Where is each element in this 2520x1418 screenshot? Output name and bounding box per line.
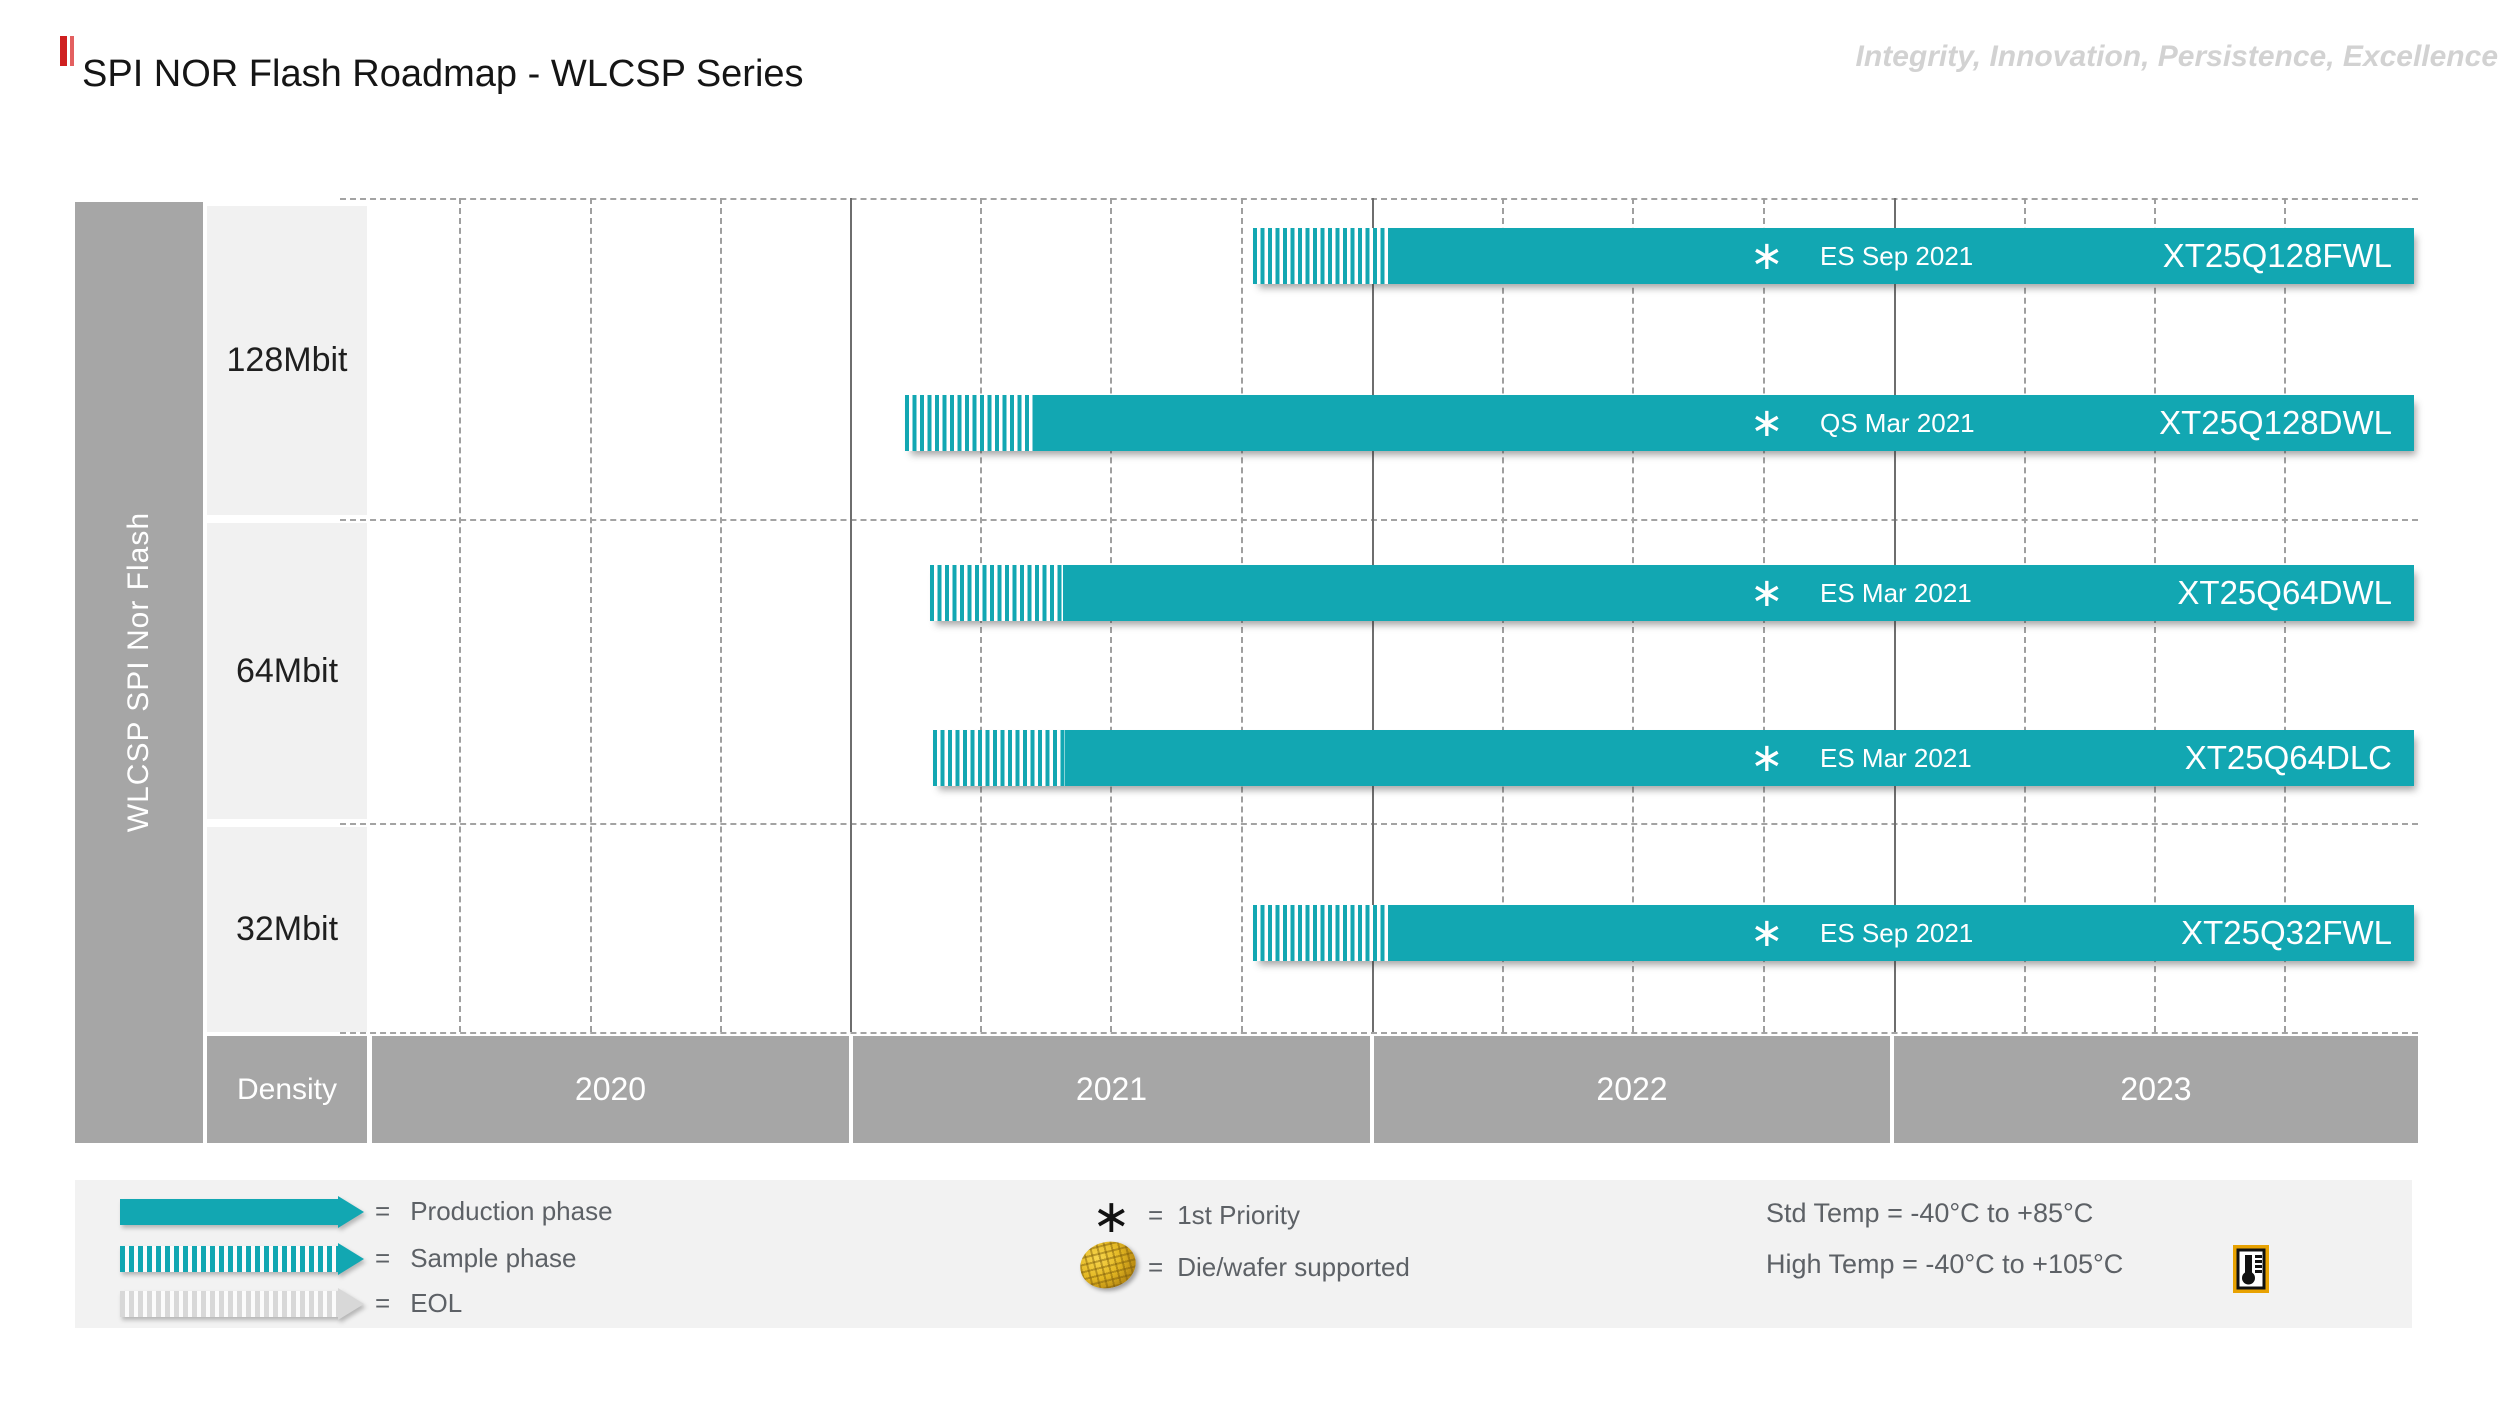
milestone-label: QS Mar 2021 bbox=[1820, 408, 1975, 438]
density-axis-header: Density bbox=[207, 1036, 367, 1143]
gridline-year bbox=[850, 198, 852, 1032]
gridline-quarter bbox=[459, 198, 461, 1032]
roadmap-bar-xt25q64dwl: ∗ ES Mar 2021 XT25Q64DWL bbox=[930, 565, 2414, 621]
sample-phase-segment bbox=[933, 730, 1065, 786]
gridline-quarter bbox=[720, 198, 722, 1032]
sample-phase-segment bbox=[930, 565, 1063, 621]
year-cell-2021: 2021 bbox=[853, 1036, 1370, 1143]
first-priority-star-icon: ∗ bbox=[1750, 570, 1784, 616]
chart-family-label: WLCSP SPI Nor Flash bbox=[122, 512, 155, 833]
gridline-horizontal bbox=[340, 823, 2418, 825]
legend-panel bbox=[75, 1180, 2412, 1328]
milestone-label: ES Mar 2021 bbox=[1820, 578, 1972, 608]
legend-die-wafer-label: = Die/wafer supported bbox=[1148, 1251, 1410, 1282]
legend-sample-label: = Sample phase bbox=[375, 1242, 577, 1273]
production-phase-segment bbox=[1065, 730, 2414, 786]
production-phase-segment bbox=[1388, 228, 2414, 284]
year-cell-2022: 2022 bbox=[1374, 1036, 1890, 1143]
high-temp-label: High Temp = -40°C to +105°C bbox=[1766, 1249, 2124, 1279]
roadmap-bar-xt25q128dwl: ∗ QS Mar 2021 XT25Q128DWL bbox=[905, 395, 2414, 451]
first-priority-star-icon: ∗ bbox=[1750, 735, 1784, 781]
legend-priority-label: = 1st Priority bbox=[1148, 1199, 1300, 1230]
sample-phase-segment bbox=[1253, 905, 1388, 961]
production-phase-segment bbox=[1388, 905, 2414, 961]
gridline-horizontal bbox=[340, 198, 2418, 200]
std-temp-label: Std Temp = -40°C to +85°C bbox=[1766, 1198, 2094, 1228]
roadmap-bar-xt25q128fwl: ∗ ES Sep 2021 XT25Q128FWL bbox=[1253, 228, 2414, 284]
roadmap-bar-xt25q32fwl: ∗ ES Sep 2021 XT25Q32FWL bbox=[1253, 905, 2414, 961]
first-priority-star-icon: ∗ bbox=[1750, 910, 1784, 956]
gridline-horizontal bbox=[340, 519, 2418, 521]
product-label: XT25Q64DLC bbox=[2184, 739, 2392, 776]
first-priority-star-icon: ∗ bbox=[1750, 400, 1784, 446]
year-cell-2023: 2023 bbox=[1894, 1036, 2418, 1143]
density-cell-32mbit: 32Mbit bbox=[207, 827, 367, 1032]
product-label: XT25Q128FWL bbox=[2162, 237, 2392, 274]
product-label: XT25Q32FWL bbox=[2181, 914, 2392, 951]
product-label: XT25Q64DWL bbox=[2177, 574, 2392, 611]
first-priority-star-icon: ∗ bbox=[1750, 233, 1784, 279]
year-cell-2020: 2020 bbox=[372, 1036, 849, 1143]
production-phase-segment bbox=[1034, 395, 2414, 451]
sample-phase-arrow-icon bbox=[120, 1243, 364, 1275]
product-label: XT25Q128DWL bbox=[2159, 404, 2392, 441]
thermometer-icon bbox=[2233, 1245, 2269, 1298]
legend-production-label: = Production phase bbox=[375, 1195, 613, 1226]
production-phase-segment bbox=[1063, 565, 2414, 621]
legend-eol-label: = EOL bbox=[375, 1287, 463, 1318]
milestone-label: ES Sep 2021 bbox=[1820, 241, 1974, 271]
company-tagline: Integrity, Innovation, Persistence, Exce… bbox=[1855, 40, 2498, 73]
density-cell-64mbit: 64Mbit bbox=[207, 523, 367, 819]
page-title: SPI NOR Flash Roadmap - WLCSP Series bbox=[82, 53, 804, 96]
density-cell-128mbit: 128Mbit bbox=[207, 206, 367, 515]
milestone-label: ES Mar 2021 bbox=[1820, 743, 1972, 773]
milestone-label: ES Sep 2021 bbox=[1820, 918, 1974, 948]
gridline-horizontal bbox=[340, 1032, 2418, 1034]
sample-phase-segment bbox=[1253, 228, 1388, 284]
eol-arrow-icon bbox=[120, 1288, 364, 1320]
roadmap-bar-xt25q64dlc: ∗ ES Mar 2021 XT25Q64DLC bbox=[933, 730, 2414, 786]
production-phase-arrow-icon bbox=[120, 1196, 364, 1228]
chart-family-band: WLCSP SPI Nor Flash bbox=[75, 202, 203, 1143]
gridline-quarter bbox=[590, 198, 592, 1032]
sample-phase-segment bbox=[905, 395, 1034, 451]
brand-mark-icon bbox=[60, 36, 74, 66]
legend-star-icon: ∗ bbox=[1092, 1189, 1131, 1243]
